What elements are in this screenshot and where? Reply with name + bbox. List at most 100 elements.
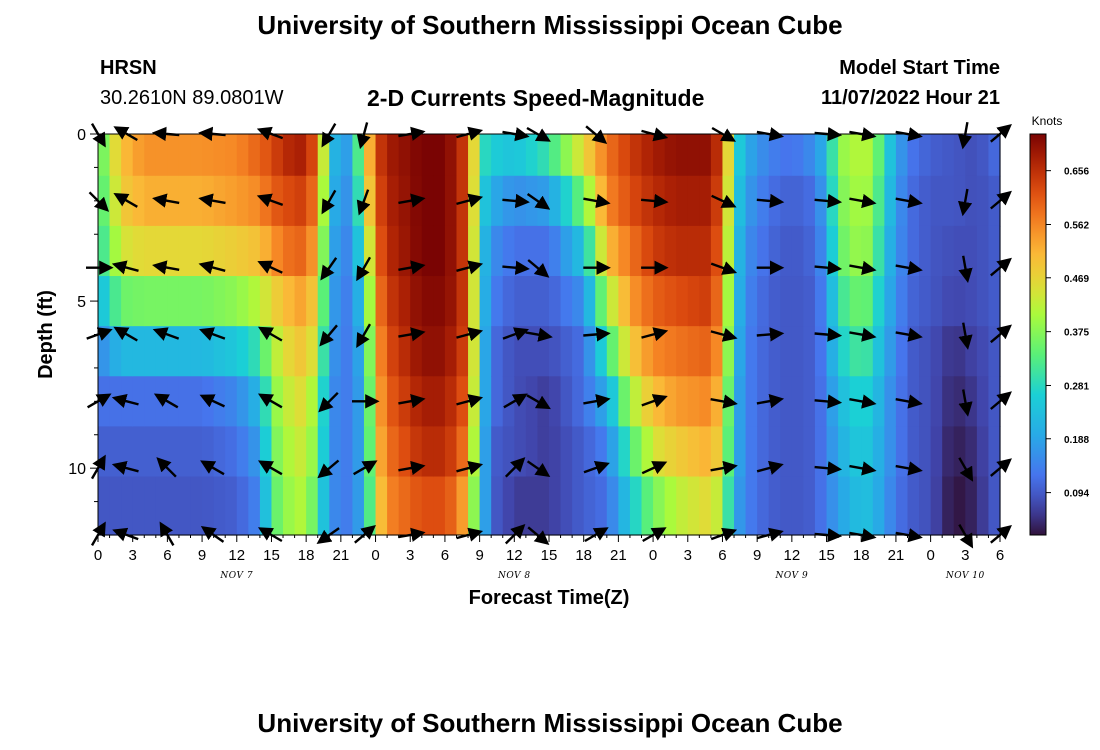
heatmap-cell [826, 276, 839, 327]
current-arrow [710, 460, 738, 476]
heatmap-cell [618, 426, 631, 478]
heatmap-cell [144, 326, 157, 377]
heatmap-cell [872, 426, 885, 478]
heatmap-cell [190, 426, 203, 478]
heatmap-cell [433, 376, 446, 427]
heatmap-cell [629, 376, 643, 427]
x-tick-label: 12 [228, 547, 245, 564]
heatmap-cell [768, 426, 781, 478]
heatmap-cell [109, 175, 122, 227]
y-tick-label: 5 [77, 294, 86, 311]
heatmap-cell [213, 476, 226, 536]
heatmap-cell [976, 134, 990, 177]
heatmap-cell [757, 134, 770, 177]
x-tick-label: 21 [610, 547, 627, 564]
x-tick-label: 12 [784, 547, 801, 564]
heatmap-cell [525, 276, 539, 327]
heatmap-cell [583, 426, 596, 478]
heatmap-cell [641, 476, 654, 536]
current-arrow [111, 260, 139, 275]
heatmap-cell [340, 376, 354, 427]
heatmap-cell [525, 376, 539, 427]
heatmap-cell [283, 326, 296, 377]
heatmap-cell [340, 225, 354, 277]
current-arrow [640, 193, 669, 209]
current-arrow [641, 461, 668, 475]
heatmap-cell [283, 134, 296, 177]
heatmap-cell [502, 225, 515, 277]
heatmap-cell [178, 175, 192, 227]
current-arrow [958, 389, 973, 417]
heatmap-cell [525, 225, 539, 277]
heatmap-cell [953, 225, 966, 277]
heatmap-cell [606, 376, 619, 427]
heatmap-cell [745, 225, 758, 277]
heatmap-cell [109, 276, 122, 327]
heatmap-cell [306, 476, 319, 536]
heatmap-cell [294, 134, 307, 177]
heatmap-cell [988, 134, 1001, 177]
heatmap-cell [225, 276, 238, 327]
heatmap-cell [583, 476, 596, 536]
heatmap-cell [826, 134, 839, 177]
heatmap-cell [572, 175, 585, 227]
heatmap-cell [491, 426, 504, 478]
heatmap-cell [213, 134, 226, 177]
heatmap-cell [387, 376, 400, 427]
heatmap-cell [329, 175, 342, 227]
heatmap-cell [202, 476, 215, 536]
heatmap-cell [861, 476, 874, 536]
heatmap-cell [98, 476, 111, 536]
heatmap-cell [167, 376, 180, 427]
heatmap-cell [236, 326, 249, 377]
heatmap-cell [213, 426, 226, 478]
heatmap-cell [352, 225, 365, 277]
heatmap-cell [872, 476, 885, 536]
heatmap-cell [340, 326, 354, 377]
heatmap-cell [433, 476, 446, 536]
heatmap-cell [606, 225, 619, 277]
heatmap-cell [444, 225, 458, 277]
x-tick-label: 3 [961, 547, 969, 564]
current-arrow [152, 327, 180, 341]
heatmap-cell [456, 134, 469, 177]
heatmap-cell [838, 476, 851, 536]
heatmap-cell [734, 175, 747, 227]
heatmap-cell [410, 276, 423, 327]
current-arrow [526, 394, 551, 410]
heatmap-cell [202, 426, 215, 478]
heatmap-cell [491, 376, 504, 427]
heatmap-cell [421, 326, 434, 377]
colorbar-tick-label: 0.094 [1064, 489, 1089, 500]
heatmap-cell [930, 476, 943, 536]
heatmap-cell [629, 326, 643, 377]
current-arrow [356, 323, 372, 349]
heatmap-cell [722, 134, 735, 177]
heatmap-cell [491, 326, 504, 377]
x-tick-label: 18 [298, 547, 315, 564]
heatmap-cell [248, 476, 261, 536]
heatmap-cell [930, 376, 943, 427]
heatmap-cell [340, 134, 354, 177]
heatmap-cell [306, 326, 319, 377]
heatmap-cell [479, 175, 492, 227]
heatmap-cell [468, 426, 481, 478]
heatmap-cell [953, 476, 966, 536]
heatmap-cell [618, 225, 631, 277]
heatmap-cell [884, 175, 897, 227]
heatmap-cell [491, 225, 504, 277]
heatmap-cell [537, 476, 550, 536]
heatmap-cell [444, 476, 458, 536]
heatmap-cell [745, 426, 758, 478]
heatmap-cell [664, 376, 677, 427]
heatmap-cell [109, 225, 122, 277]
heatmap-cell [722, 476, 735, 536]
heatmap-cell [919, 376, 932, 427]
heatmap-cell [907, 276, 920, 327]
heatmap-cell [387, 276, 400, 327]
heatmap-cell [583, 276, 596, 327]
heatmap-cell [502, 134, 515, 177]
heatmap-cell [444, 134, 458, 177]
heatmap-cell [930, 276, 943, 327]
heatmap-cell [757, 426, 770, 478]
